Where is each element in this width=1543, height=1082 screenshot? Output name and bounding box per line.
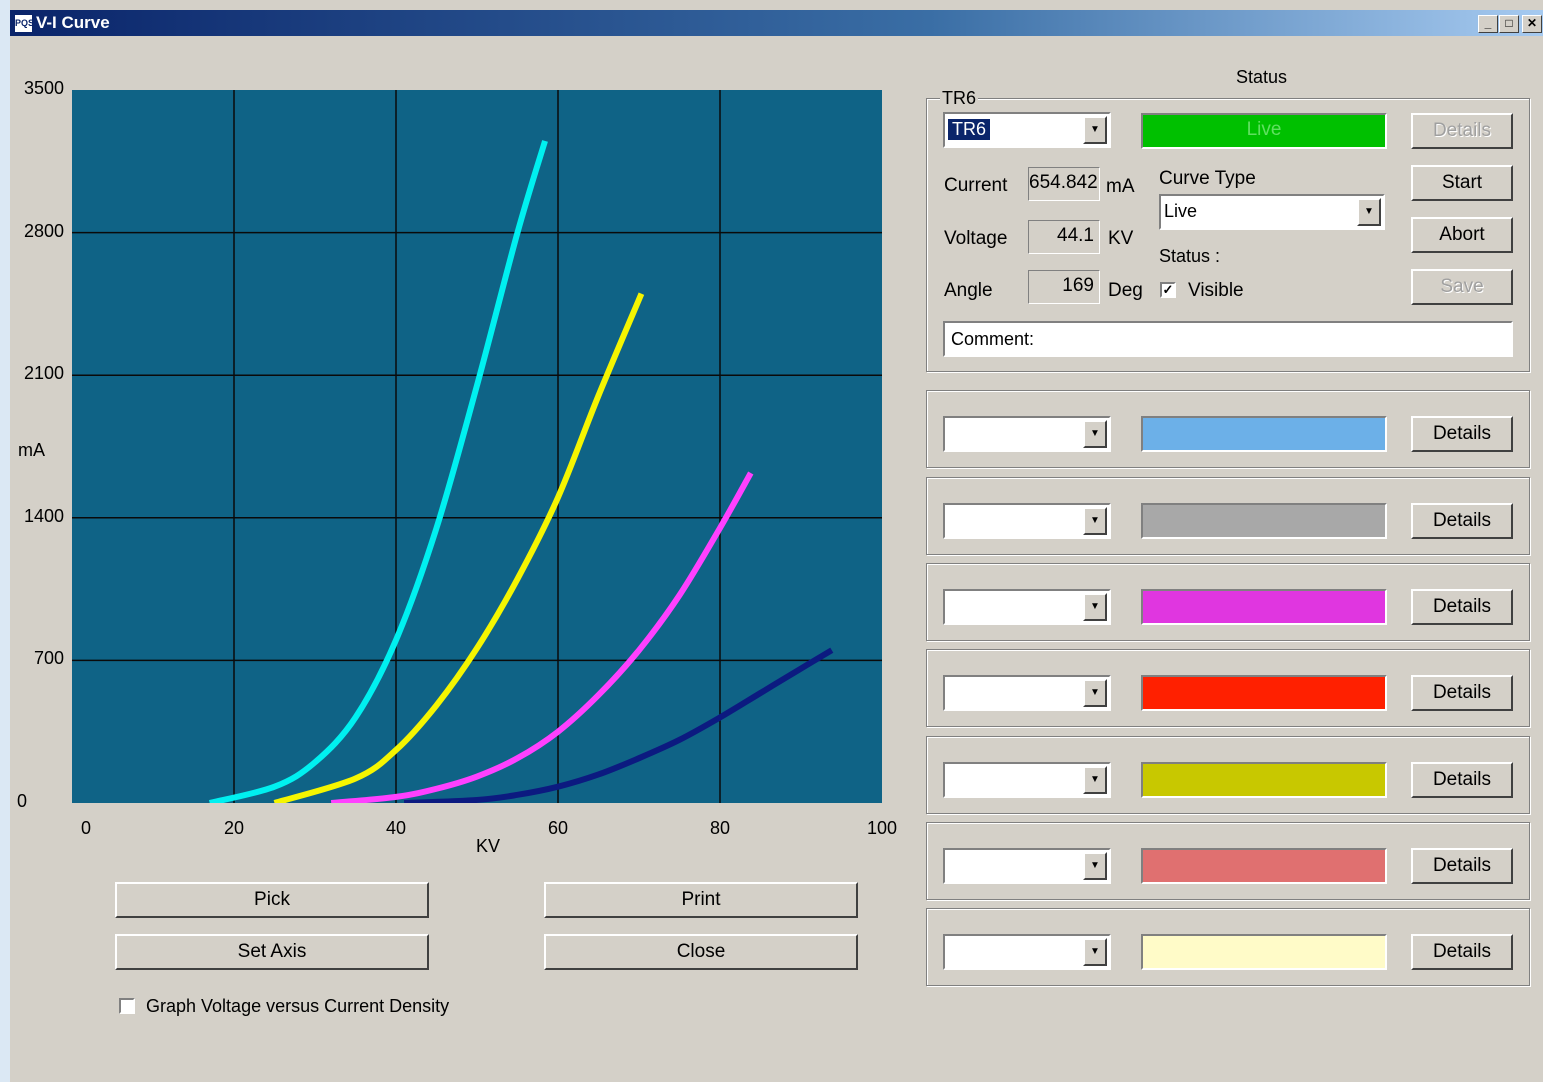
chevron-down-icon[interactable]: ▼ bbox=[1083, 507, 1107, 535]
y-tick-label: 0 bbox=[16, 791, 27, 811]
print-button[interactable]: Print bbox=[544, 882, 858, 918]
curve-type-label: Curve Type bbox=[1159, 168, 1256, 189]
y-tick-label: 2800 bbox=[24, 220, 65, 241]
series-details-button[interactable]: Details bbox=[1411, 934, 1513, 970]
comment-field[interactable]: Comment: bbox=[943, 321, 1513, 357]
chevron-down-icon[interactable]: ▼ bbox=[1083, 938, 1107, 966]
curve-type-value: Live bbox=[1164, 201, 1198, 221]
pick-button[interactable]: Pick bbox=[115, 882, 429, 918]
chevron-down-icon[interactable]: ▼ bbox=[1083, 420, 1107, 448]
status-header: Status bbox=[1236, 67, 1288, 87]
angle-value: 169 bbox=[1028, 270, 1100, 304]
series-slot-select[interactable]: ▼ bbox=[943, 848, 1111, 884]
minimize-button[interactable]: _ bbox=[1478, 15, 1498, 33]
status-label: Status : bbox=[1159, 246, 1221, 266]
series-slot-group bbox=[926, 736, 1530, 814]
current-label: Current bbox=[944, 175, 1008, 196]
series-color-swatch bbox=[1141, 503, 1387, 539]
desktop-edge bbox=[0, 0, 10, 1082]
app-icon: PQS bbox=[14, 14, 34, 33]
voltage-label: Voltage bbox=[944, 228, 1008, 249]
vi-curve-plot[interactable] bbox=[72, 90, 882, 803]
details-button-main[interactable]: Details bbox=[1411, 113, 1513, 149]
y-tick-label: 1400 bbox=[24, 505, 65, 526]
maximize-button[interactable]: □ bbox=[1499, 15, 1519, 33]
chevron-down-icon[interactable]: ▼ bbox=[1357, 198, 1381, 226]
series-slot-group bbox=[926, 563, 1530, 641]
close-window-button[interactable]: ✕ bbox=[1522, 15, 1542, 33]
set-axis-button[interactable]: Set Axis bbox=[115, 934, 429, 970]
tr-select[interactable]: TR6 ▼ bbox=[943, 112, 1111, 148]
series-slot-group bbox=[926, 908, 1530, 986]
series-details-button[interactable]: Details bbox=[1411, 503, 1513, 539]
series-details-button[interactable]: Details bbox=[1411, 848, 1513, 884]
x-tick-label: 100 bbox=[866, 818, 898, 838]
close-button[interactable]: Close bbox=[544, 934, 858, 970]
series-slot-select[interactable]: ▼ bbox=[943, 589, 1111, 625]
x-axis-label: KV bbox=[476, 836, 501, 856]
visible-checkbox[interactable]: ✓ bbox=[1160, 282, 1176, 298]
chevron-down-icon[interactable]: ▼ bbox=[1083, 593, 1107, 621]
x-tick-label: 60 bbox=[547, 818, 569, 838]
series-slot-group bbox=[926, 822, 1530, 900]
tr-select-value: TR6 bbox=[946, 118, 992, 141]
y-tick-label: 3500 bbox=[24, 78, 65, 98]
series-slot-select[interactable]: ▼ bbox=[943, 416, 1111, 452]
chevron-down-icon[interactable]: ▼ bbox=[1083, 679, 1107, 707]
series-slot-select[interactable]: ▼ bbox=[943, 762, 1111, 798]
visible-label: Visible bbox=[1188, 280, 1244, 301]
graph-current-density-checkbox[interactable] bbox=[119, 998, 135, 1014]
y-tick-label: 2100 bbox=[24, 363, 65, 384]
start-button[interactable]: Start bbox=[1411, 165, 1513, 201]
series-color-swatch bbox=[1141, 589, 1387, 625]
series-line-3 bbox=[330, 471, 754, 803]
angle-label: Angle bbox=[944, 280, 993, 301]
window-title: V-I Curve bbox=[36, 13, 110, 32]
series-color-swatch bbox=[1141, 848, 1387, 884]
series-slot-select[interactable]: ▼ bbox=[943, 675, 1111, 711]
x-tick-label: 20 bbox=[223, 818, 245, 838]
save-button[interactable]: Save bbox=[1411, 269, 1513, 305]
series-color-swatch bbox=[1141, 416, 1387, 452]
x-tick-label: 80 bbox=[709, 818, 731, 838]
series-line-1 bbox=[208, 140, 548, 803]
y-axis-label: mA bbox=[18, 440, 45, 460]
title-bar[interactable]: PQS V-I Curve _ □ ✕ bbox=[10, 10, 1543, 36]
series-slot-select[interactable]: ▼ bbox=[943, 503, 1111, 539]
series-slot-select[interactable]: ▼ bbox=[943, 934, 1111, 970]
voltage-unit: KV bbox=[1108, 228, 1134, 249]
graph-current-density-label: Graph Voltage versus Current Density bbox=[146, 996, 450, 1016]
tr6-group bbox=[926, 98, 1530, 372]
series-details-button[interactable]: Details bbox=[1411, 675, 1513, 711]
series-details-button[interactable]: Details bbox=[1411, 416, 1513, 452]
series-line-2 bbox=[273, 292, 645, 803]
series-details-button[interactable]: Details bbox=[1411, 589, 1513, 625]
voltage-value: 44.1 bbox=[1028, 220, 1100, 254]
abort-button[interactable]: Abort bbox=[1411, 217, 1513, 253]
x-tick-label: 40 bbox=[385, 818, 407, 838]
live-status-text: Live bbox=[1246, 119, 1282, 140]
curve-type-select[interactable]: Live ▼ bbox=[1159, 194, 1385, 230]
chevron-down-icon[interactable]: ▼ bbox=[1083, 766, 1107, 794]
plot-svg bbox=[72, 90, 882, 803]
series-slot-group bbox=[926, 477, 1530, 555]
series-details-button[interactable]: Details bbox=[1411, 762, 1513, 798]
live-status-indicator: Live bbox=[1141, 113, 1387, 149]
series-color-swatch bbox=[1141, 762, 1387, 798]
series-line-4 bbox=[403, 647, 834, 803]
current-unit: mA bbox=[1106, 176, 1135, 197]
chevron-down-icon[interactable]: ▼ bbox=[1083, 116, 1107, 144]
series-color-swatch bbox=[1141, 675, 1387, 711]
series-color-swatch bbox=[1141, 934, 1387, 970]
current-value: 654.842 bbox=[1028, 167, 1100, 201]
y-tick-label: 700 bbox=[33, 648, 64, 669]
series-slot-group bbox=[926, 649, 1530, 727]
series-slot-group bbox=[926, 390, 1530, 468]
angle-unit: Deg bbox=[1108, 280, 1143, 301]
chevron-down-icon[interactable]: ▼ bbox=[1083, 852, 1107, 880]
tr6-group-title: TR6 bbox=[940, 88, 979, 109]
x-tick-label: 0 bbox=[80, 818, 91, 838]
